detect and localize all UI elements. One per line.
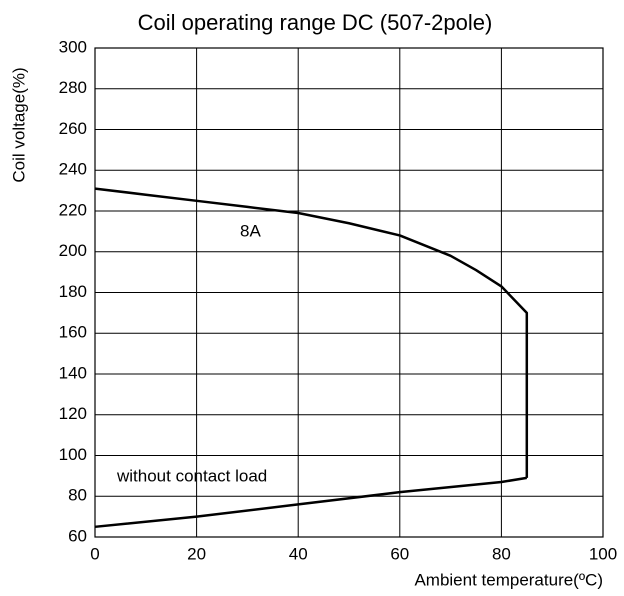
line (94, 187, 529, 478)
y-tick-label: 300 (59, 37, 87, 56)
series-label: without contact load (116, 466, 267, 485)
y-tick-label: 120 (59, 404, 87, 423)
x-tick-label: 20 (187, 544, 206, 563)
series-label: 8A (240, 221, 261, 240)
y-axis-label: Coil voltage(%) (9, 67, 28, 182)
y-tick-label: 260 (59, 119, 87, 138)
y-tick-label: 100 (59, 445, 87, 464)
x-tick-label: 0 (90, 544, 99, 563)
x-tick-label: 100 (589, 544, 617, 563)
y-tick-label: 240 (59, 160, 87, 179)
y-tick-label: 180 (59, 282, 87, 301)
y-tick-label: 60 (68, 526, 87, 545)
x-axis-label: Ambient temperature(ºC) (414, 570, 603, 589)
y-tick-label: 220 (59, 200, 87, 219)
plot-frame (94, 47, 604, 538)
x-tick-label: 60 (390, 544, 409, 563)
x-tick-label: 40 (289, 544, 308, 563)
y-tick-label: 160 (59, 323, 87, 342)
y-tick-label: 200 (59, 241, 87, 260)
line (94, 476, 527, 529)
x-tick-label: 80 (492, 544, 511, 563)
y-tick-label: 140 (59, 363, 87, 382)
y-tick-label: 280 (59, 78, 87, 97)
chart-title: Coil operating range DC (507-2pole) (138, 10, 493, 35)
y-tick-label: 80 (68, 486, 87, 505)
